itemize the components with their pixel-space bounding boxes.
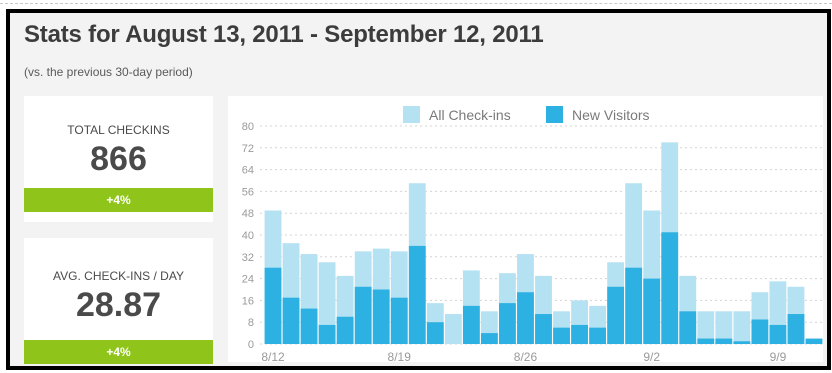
legend-swatch-new-visitors (546, 106, 563, 123)
bar-new-visitors (787, 314, 805, 344)
y-tick-label: 72 (242, 143, 254, 155)
bar-new-visitors (282, 297, 300, 344)
x-tick-label: 8/12 (261, 350, 285, 362)
total-checkins-value: 866 (90, 140, 147, 178)
y-tick-label: 40 (242, 230, 254, 242)
chart-panel: 0 8 16 24 32 40 48 56 64 72 80 8/12 8/19 8/26 9/2 9/9 Al… (228, 96, 823, 364)
bar-new-visitors (426, 322, 444, 344)
bar-new-visitors (715, 338, 733, 344)
bar-new-visitors (733, 341, 751, 344)
y-tick-label: 24 (242, 274, 254, 286)
bar-new-visitors (300, 308, 318, 344)
bar-new-visitors (805, 338, 823, 344)
y-tick-label: 64 (242, 165, 254, 177)
bar-new-visitors (517, 292, 534, 344)
bar-new-visitors (535, 314, 552, 344)
bar-new-visitors (697, 338, 715, 344)
bar-new-visitors (607, 286, 625, 344)
bar-new-visitors (643, 278, 661, 344)
stats-frame: Stats for August 13, 2011 - September 12… (6, 9, 831, 370)
bar-new-visitors (625, 267, 643, 344)
avg-checkins-label: AVG. CHECK-INS / DAY (53, 269, 184, 283)
avg-checkins-card: AVG. CHECK-INS / DAY 28.87 +4% (24, 238, 213, 364)
bar-all-checkins (444, 314, 462, 344)
stats-panel: Stats for August 13, 2011 - September 12… (10, 13, 827, 366)
bar-all-checkins (715, 311, 733, 344)
y-tick-label: 56 (242, 186, 254, 198)
bar-new-visitors (769, 324, 787, 344)
bar-new-visitors (408, 245, 426, 344)
bar-new-visitors (751, 319, 769, 344)
y-tick-label: 8 (248, 317, 254, 329)
bar-new-visitors (372, 289, 390, 344)
y-tick-label: 48 (242, 208, 254, 220)
total-checkins-card: TOTAL CHECKINS 866 +4% (24, 96, 213, 222)
x-tick-label: 8/19 (388, 350, 412, 362)
bar-new-visitors (499, 303, 516, 344)
bar-new-visitors (336, 316, 354, 344)
bar-new-visitors (462, 305, 480, 344)
bar-new-visitors (480, 333, 498, 344)
bar-new-visitors (679, 311, 697, 344)
x-tick-label: 8/26 (514, 350, 538, 362)
bar-new-visitors (264, 267, 282, 344)
legend-label-all-checkins: All Check-ins (429, 107, 511, 123)
bar-new-visitors (589, 327, 607, 344)
legend-swatch-all-checkins (403, 106, 420, 123)
bar-all-checkins (318, 262, 336, 344)
x-tick-label: 9/2 (643, 350, 660, 362)
page-title: Stats for August 13, 2011 - September 12… (24, 21, 544, 48)
x-tick-label: 9/9 (770, 350, 787, 362)
bar-new-visitors (318, 324, 336, 344)
bar-all-checkins (733, 311, 751, 344)
bar-new-visitors (553, 327, 570, 344)
y-tick-label: 80 (242, 121, 254, 133)
y-tick-label: 0 (248, 339, 254, 351)
bar-all-checkins (697, 311, 715, 344)
total-checkins-change-badge: +4% (24, 188, 213, 212)
top-dashed-divider (0, 3, 832, 4)
avg-checkins-value: 28.87 (75, 286, 162, 324)
bar-new-visitors (571, 324, 588, 344)
bar-new-visitors (354, 286, 372, 344)
bar-new-visitors (390, 297, 408, 344)
checkins-bar-chart: 0 8 16 24 32 40 48 56 64 72 80 8/12 8/19 8/26 9/2 9/9 Al… (242, 106, 823, 364)
legend-label-new-visitors: New Visitors (572, 107, 650, 123)
y-tick-label: 32 (242, 252, 254, 264)
avg-checkins-change-badge: +4% (24, 340, 213, 364)
total-checkins-label: TOTAL CHECKINS (67, 123, 170, 137)
bar-new-visitors (661, 232, 679, 344)
page-subtitle: (vs. the previous 30-day period) (24, 65, 193, 79)
y-tick-label: 16 (242, 295, 254, 307)
